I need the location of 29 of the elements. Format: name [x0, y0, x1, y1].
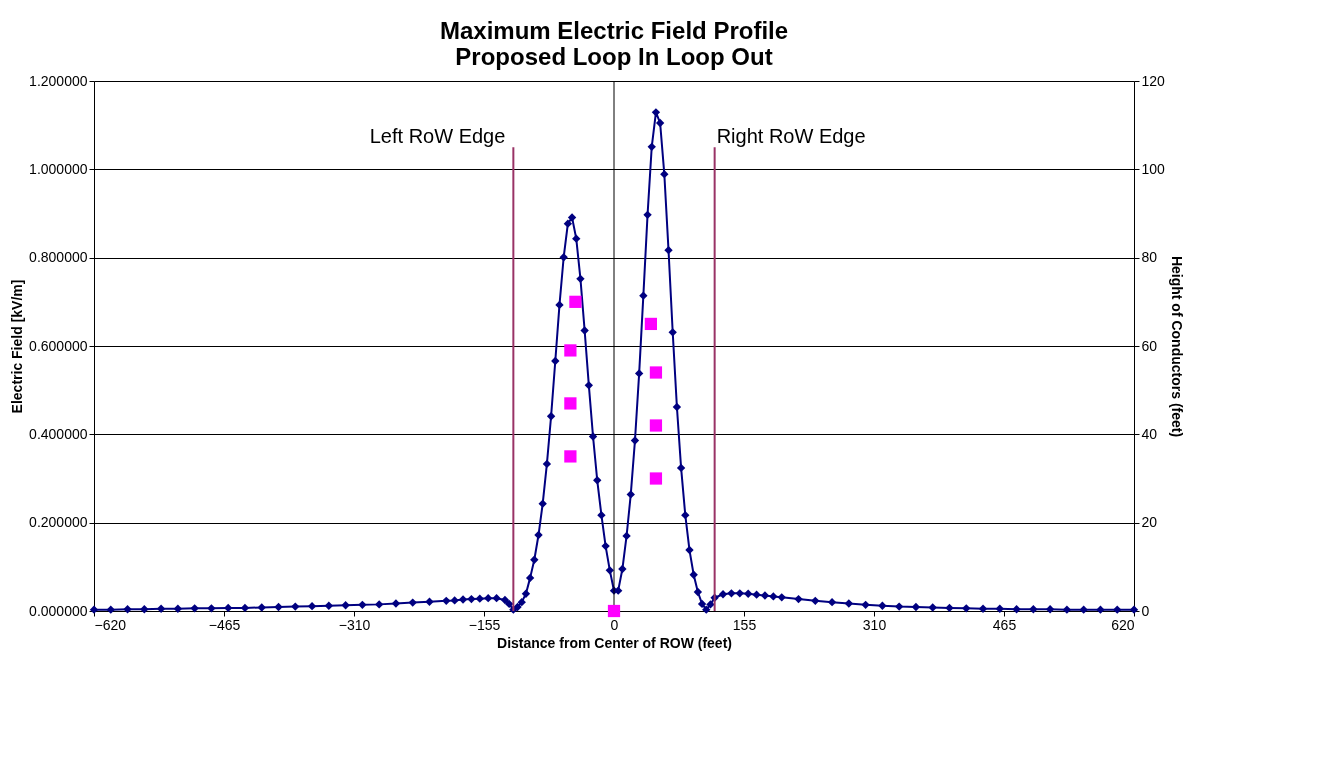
x-tick-label: 310	[862, 616, 887, 633]
y2-tick-label: 20	[1141, 514, 1158, 531]
chart-title: Maximum Electric Field Profile Proposed Loop In Loop Out	[439, 17, 789, 70]
x-tick-label: −155	[468, 616, 501, 633]
x-axis-title: Distance from Center of ROW (feet)	[497, 634, 732, 651]
y-tick-label: 0.800000	[29, 249, 88, 266]
y2-tick-label: 40	[1141, 425, 1158, 442]
ref-line-label: Left RoW Edge	[369, 125, 506, 148]
x-tick-label: 155	[732, 616, 757, 633]
x-tick-label: −465	[208, 616, 241, 633]
y-tick-label: 0.200000	[29, 514, 88, 531]
y-tick-label: 0.000000	[29, 602, 88, 619]
y-tick-label: 1.000000	[29, 160, 88, 177]
x-tick-label: 465	[992, 616, 1017, 633]
y2-axis-title: Height of Conductors (feet)	[1168, 255, 1185, 438]
y2-tick-label: 120	[1141, 72, 1166, 89]
y2-tick-label: 80	[1141, 249, 1158, 266]
y-axis-title: Electric Field [kV/m]	[9, 279, 26, 414]
ref-line-label: Right RoW Edge	[716, 125, 866, 148]
x-tick-label: 620	[1111, 616, 1135, 633]
y2-tick-label: 60	[1141, 337, 1158, 354]
y2-tick-label: 100	[1141, 160, 1166, 177]
y2-tick-label: 0	[1141, 602, 1150, 619]
x-tick-label: −620	[94, 616, 127, 633]
y-tick-label: 1.200000	[29, 72, 88, 89]
y-tick-label: 0.400000	[29, 425, 88, 442]
y-tick-label: 0.600000	[29, 337, 88, 354]
x-tick-label: −310	[338, 616, 371, 633]
x-tick-label: 0	[610, 616, 619, 633]
